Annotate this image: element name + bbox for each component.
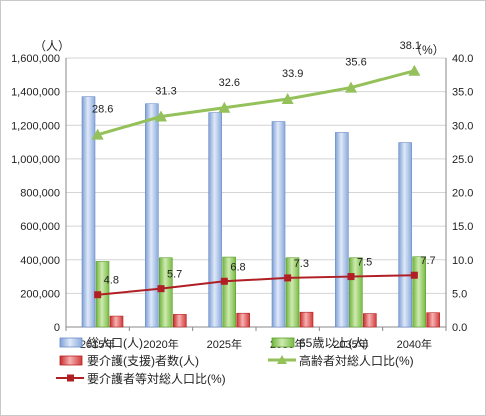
line-series [91,64,421,299]
bar-care-recipients [299,311,314,328]
left-tick-label: 800,000 [20,188,60,200]
legend-swatch-total-population [59,337,83,348]
point-care-ratio [220,277,228,285]
right-tick-label: 35.0 [452,87,473,99]
category-labels: 2015年2020年2025年2030年2035年2040年 [65,327,447,351]
legend-swatch-care-recipients [59,355,83,366]
legend-marker-elderly-ratio [277,355,287,364]
label-elderly-ratio: 31.3 [155,86,176,98]
label-care-ratio: 5.7 [167,269,182,281]
category-label: 2015年 [80,337,115,351]
bar-total-population [271,121,286,328]
label-care-ratio: 6.8 [230,261,245,273]
label-elderly-ratio: 32.6 [219,77,240,89]
right-tick-label: 5.0 [452,288,467,300]
legend-label-elderly-ratio: 高齢者対総人口比(%) [299,353,414,368]
left-axis-unit: （人） [34,39,70,53]
legend-item-total-population: 総人口(人) [59,336,143,350]
label-elderly-ratio: 38.1 [400,40,421,52]
bar-total-population [81,96,96,328]
left-tick-label: 1,600,000 [11,53,60,65]
point-care-ratio [347,273,355,281]
legend-label-care-ratio: 要介護者等対総人口比(%) [87,371,226,386]
legend: 総人口(人) 65歳以上(人) 要介護(支援)者数(人) 高齢者対総人口比(%)… [56,336,414,386]
data-labels: 28.6 31.3 32.6 33.9 35.6 38.1 4.8 5.7 6.8 7.3 7.5 7… [92,40,436,287]
bar-care-recipients [109,315,124,328]
category-label: 2020年 [143,337,178,351]
label-elderly-ratio: 28.6 [92,104,113,116]
label-care-ratio: 7.7 [420,255,435,267]
left-tick-label: 1,000,000 [11,154,60,166]
legend-marker-care-ratio [67,374,74,382]
point-elderly-ratio [91,128,104,140]
left-tick-label: 200,000 [20,288,60,300]
left-tick-label: 600,000 [20,221,60,233]
right-tick-label: 0.0 [452,322,467,334]
point-elderly-ratio [345,81,357,93]
gridlines [66,57,446,294]
right-tick-label: 25.0 [452,154,473,166]
point-care-ratio [410,271,418,279]
point-elderly-ratio [408,64,421,76]
point-care-ratio [157,285,165,293]
point-elderly-ratio [281,93,294,105]
legend-swatch-elderly [271,337,295,348]
right-tick-label: 20.0 [452,188,473,200]
bar-series [81,96,440,328]
bar-care-recipients [236,312,250,328]
bar-total-population [208,112,222,328]
legend-item-elderly: 65歳以上(人) [271,336,368,350]
label-elderly-ratio: 35.6 [345,57,366,69]
point-care-ratio [94,291,102,299]
right-tick-label: 40.0 [452,53,473,65]
left-tick-label: 1,200,000 [11,120,60,132]
point-elderly-ratio [218,101,231,113]
legend-label-care-recipients: 要介護(支援)者数(人) [87,353,199,368]
left-tick-label: 0 [54,322,60,334]
legend-label-elderly: 65歳以上(人) [299,336,368,350]
category-label: 2040年 [397,337,432,351]
line-care-ratio [97,274,415,296]
category-label: 2035年 [333,337,368,351]
label-care-ratio: 4.8 [104,275,119,287]
category-label: 2025年 [207,337,242,351]
bar-elderly [159,257,173,328]
bar-total-population [398,142,412,328]
right-tick-label: 15.0 [452,221,473,233]
point-elderly-ratio [155,110,167,122]
legend-item-care-recipients: 要介護(支援)者数(人) [59,353,199,368]
bar-elderly [222,256,236,328]
right-tick-label: 30.0 [452,120,473,132]
right-axis-ticks: 0.0 5.0 10.0 15.0 20.0 25.0 30.0 35.0 40.0 [452,53,473,334]
bar-care-recipients [173,314,187,328]
legend-item-elderly-ratio: 高齢者対総人口比(%) [268,353,414,368]
line-elderly-ratio [97,69,415,137]
right-axis-unit: （%） [410,43,445,57]
bar-total-population [335,132,349,328]
bar-elderly [412,256,426,328]
label-care-ratio: 7.5 [357,257,372,269]
right-tick-label: 10.0 [452,255,473,267]
label-elderly-ratio: 33.9 [282,68,303,80]
legend-item-care-ratio: 要介護者等対総人口比(%) [56,371,226,386]
bar-care-recipients [363,313,377,328]
left-tick-label: 1,400,000 [11,87,60,99]
left-axis-ticks: 0 200,000 400,000 600,000 800,000 1,000,000 1,… [11,53,60,334]
left-tick-label: 400,000 [20,255,60,267]
bar-care-recipients [426,312,440,328]
legend-label-total-population: 総人口(人) [87,336,143,350]
bar-total-population [145,103,159,328]
label-care-ratio: 7.3 [294,258,309,270]
point-care-ratio [284,274,292,282]
